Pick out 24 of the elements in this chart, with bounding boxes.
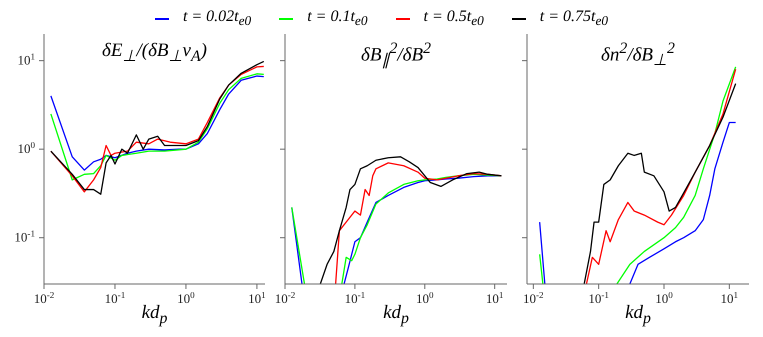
x-tick-label: 10$^{-1}$ [344, 290, 366, 306]
legend-label: t = 0.1t$_{e0}$ [307, 8, 368, 30]
y-tick-label: 10$^{-1}$ [14, 228, 35, 245]
legend-label: t = 0.75t$_{e0}$ [540, 8, 608, 30]
y-tick-label: 10$^{0}$ [17, 140, 36, 156]
x-tick-label: 10$^{-2}$ [523, 290, 544, 306]
x-tick-label: 10$^{1}$ [486, 290, 504, 306]
legend-label: t = 0.5t$_{e0}$ [424, 8, 484, 30]
text: δB$_{∥}$$^{2}$/δB$^{2}$ [360, 40, 432, 70]
x-tick-label: 10$^{-2}$ [34, 290, 55, 306]
x-tick-label: 10$^{1}$ [720, 290, 738, 306]
x-axis-title: kd$_{p}$ [625, 302, 651, 327]
x-tick-label: 10$^{0}$ [655, 290, 674, 306]
x-tick-label: 10$^{-2}$ [274, 290, 296, 306]
x-axis-title: kd$_{p}$ [383, 302, 409, 327]
x-tick-label: 10$^{1}$ [248, 290, 266, 306]
legend-label: t = 0.02t$_{e0}$ [182, 8, 252, 30]
chart-title: δE$_{⊥}$/(δB$_{⊥}$v$_{A}$) [101, 40, 208, 66]
x-axis-title: kd$_{p}$ [142, 302, 168, 327]
y-tick-label: 10$^{1}$ [17, 52, 35, 68]
x-tick-label: 10$^{-1}$ [104, 290, 126, 306]
x-tick-label: 10$^{0}$ [416, 290, 434, 306]
x-tick-label: 10$^{-1}$ [588, 290, 609, 306]
x-tick-label: 10$^{0}$ [177, 290, 196, 306]
